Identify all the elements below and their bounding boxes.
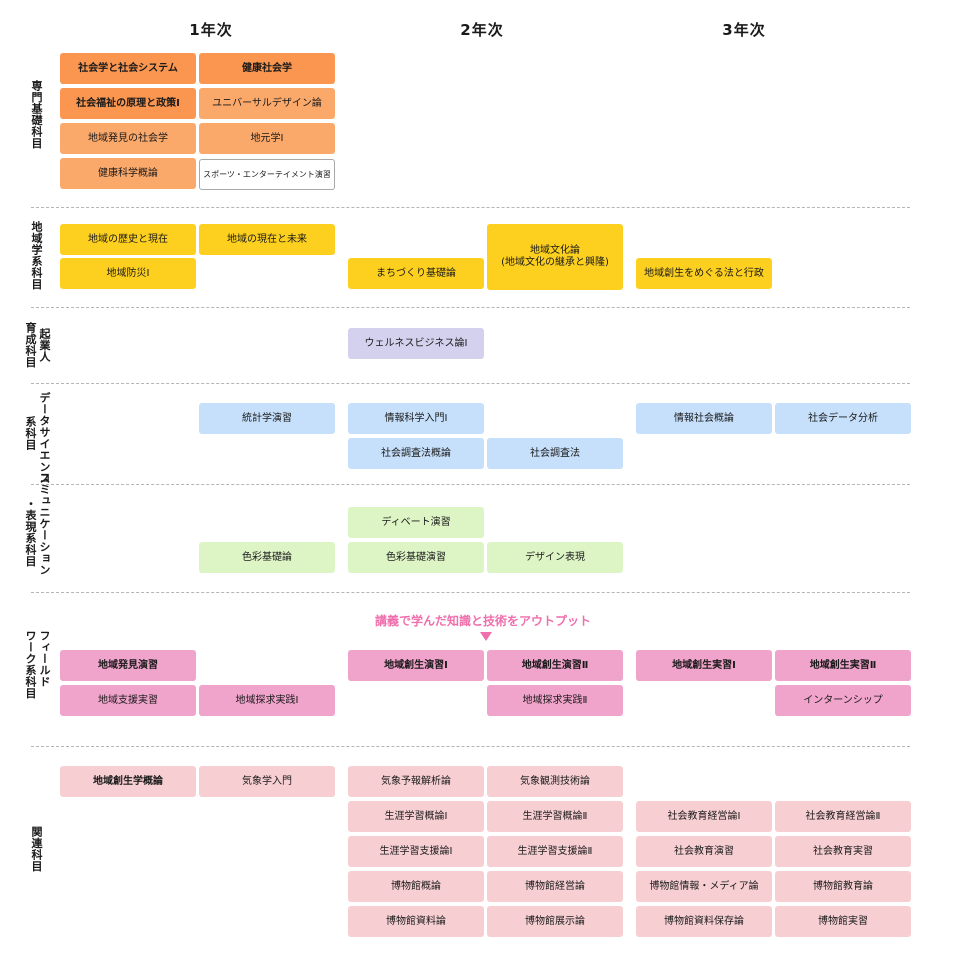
category-label-senmon: 専門基礎科目 bbox=[30, 80, 43, 149]
category-label-comm-1: コミュニケーション bbox=[38, 472, 51, 576]
course-tankyu-2: 地域探求実践Ⅱ bbox=[487, 685, 623, 716]
output-callout: 講義で学んだ知識と技術をアウトプット bbox=[374, 614, 591, 628]
section-divider bbox=[31, 746, 910, 747]
course-hakubutsukan-tenji: 博物館展示論 bbox=[487, 906, 623, 937]
course-sousei-jisshu-2: 地域創生実習Ⅱ bbox=[775, 650, 911, 681]
category-label-datascience-2: 系科目 bbox=[24, 416, 37, 451]
course-wellness: ウェルネスビジネス論Ⅰ bbox=[348, 328, 484, 359]
course-hakubutsukan-jisshu: 博物館実習 bbox=[775, 906, 911, 937]
course-shakai-jisshu: 社会教育実習 bbox=[775, 836, 911, 867]
section-divider bbox=[31, 592, 910, 593]
course-shien-jisshu: 地域支援実習 bbox=[60, 685, 196, 716]
section-divider bbox=[31, 207, 910, 208]
course-shougai-gairon-1: 生涯学習概論Ⅰ bbox=[348, 801, 484, 832]
category-label-field-1: フィールド bbox=[38, 630, 51, 688]
course-hakubutsukan-gairon: 博物館概論 bbox=[348, 871, 484, 902]
course-shikisai-enshu: 色彩基礎演習 bbox=[348, 542, 484, 573]
category-label-comm-2: ・表現系科目 bbox=[24, 498, 37, 567]
category-label-kanren: 関連科目 bbox=[30, 826, 43, 872]
course-hakubutsukan-keiei: 博物館経営論 bbox=[487, 871, 623, 902]
course-kishou-yohou: 気象予報解析論 bbox=[348, 766, 484, 797]
course-jimotogaku: 地元学Ⅰ bbox=[199, 123, 335, 154]
course-kishou-kansoku: 気象観測技術論 bbox=[487, 766, 623, 797]
course-chousahou: 社会調査法 bbox=[487, 438, 623, 469]
course-bousai: 地域防災Ⅰ bbox=[60, 258, 196, 289]
course-hakubutsukan-kyouiku: 博物館教育論 bbox=[775, 871, 911, 902]
course-shougai-shien-1: 生涯学習支援論Ⅰ bbox=[348, 836, 484, 867]
category-label-kigyoujin-2: 育成科目 bbox=[24, 322, 37, 368]
course-shougai-shien-2: 生涯学習支援論Ⅱ bbox=[487, 836, 623, 867]
course-design: デザイン表現 bbox=[487, 542, 623, 573]
course-bunka: 地域文化論 (地域文化の継承と興隆) bbox=[487, 224, 623, 290]
course-toukei: 統計学演習 bbox=[199, 403, 335, 434]
category-label-datascience-1: データサイエンス bbox=[38, 392, 51, 484]
course-rekishi-genzai: 地域の歴史と現在 bbox=[60, 224, 196, 255]
course-sousei-enshu-1: 地域創生演習Ⅰ bbox=[348, 650, 484, 681]
course-hou-gyousei: 地域創生をめぐる法と行政 bbox=[636, 258, 772, 289]
year-header-3: 3年次 bbox=[722, 21, 766, 39]
course-internship: インターンシップ bbox=[775, 685, 911, 716]
section-divider bbox=[31, 484, 910, 485]
course-sousei-gairon: 地域創生学概論 bbox=[60, 766, 196, 797]
down-arrow-icon bbox=[480, 632, 492, 641]
course-hakken-enshu: 地域発見演習 bbox=[60, 650, 196, 681]
course-shakai-enshu: 社会教育演習 bbox=[636, 836, 772, 867]
category-label-chiikigaku: 地域学系科目 bbox=[30, 221, 43, 290]
course-hakubutsukan-shiryou: 博物館資料論 bbox=[348, 906, 484, 937]
course-universal-design: ユニバーサルデザイン論 bbox=[199, 88, 335, 119]
course-kishougaku: 気象学入門 bbox=[199, 766, 335, 797]
course-shakaigaku-system: 社会学と社会システム bbox=[60, 53, 196, 84]
category-label-kigyoujin-1: 起業人 bbox=[38, 328, 51, 363]
section-divider bbox=[31, 307, 910, 308]
course-hakubutsukan-media: 博物館情報・メディア論 bbox=[636, 871, 772, 902]
course-kenkou-shakaigaku: 健康社会学 bbox=[199, 53, 335, 84]
course-shakai-keiei-2: 社会教育経営論Ⅱ bbox=[775, 801, 911, 832]
course-shikisai-kiso: 色彩基礎論 bbox=[199, 542, 335, 573]
course-chiiki-hakken-shakaigaku: 地域発見の社会学 bbox=[60, 123, 196, 154]
course-sousei-jisshu-1: 地域創生実習Ⅰ bbox=[636, 650, 772, 681]
course-shakai-keiei-1: 社会教育経営論Ⅰ bbox=[636, 801, 772, 832]
course-jouhou-shakai: 情報社会概論 bbox=[636, 403, 772, 434]
course-data-bunseki: 社会データ分析 bbox=[775, 403, 911, 434]
course-genzai-mirai: 地域の現在と未来 bbox=[199, 224, 335, 255]
course-machizukuri: まちづくり基礎論 bbox=[348, 258, 484, 289]
course-debate: ディベート演習 bbox=[348, 507, 484, 538]
course-shougai-gairon-2: 生涯学習概論Ⅱ bbox=[487, 801, 623, 832]
year-header-2: 2年次 bbox=[460, 21, 504, 39]
course-sousei-enshu-2: 地域創生演習Ⅱ bbox=[487, 650, 623, 681]
course-jouhou-nyumon: 情報科学入門Ⅰ bbox=[348, 403, 484, 434]
section-divider bbox=[31, 383, 910, 384]
course-hakubutsukan-hozon: 博物館資料保存論 bbox=[636, 906, 772, 937]
course-tankyu-1: 地域探求実践Ⅰ bbox=[199, 685, 335, 716]
course-chousahou-gairon: 社会調査法概論 bbox=[348, 438, 484, 469]
course-sports-entertainment: スポーツ・エンターテイメント演習 bbox=[199, 159, 335, 190]
year-header-1: 1年次 bbox=[189, 21, 233, 39]
course-kenkou-kagaku: 健康科学概論 bbox=[60, 158, 196, 189]
course-shakaifukushi: 社会福祉の原理と政策Ⅰ bbox=[60, 88, 196, 119]
category-label-field-2: ワーク系科目 bbox=[24, 630, 37, 699]
